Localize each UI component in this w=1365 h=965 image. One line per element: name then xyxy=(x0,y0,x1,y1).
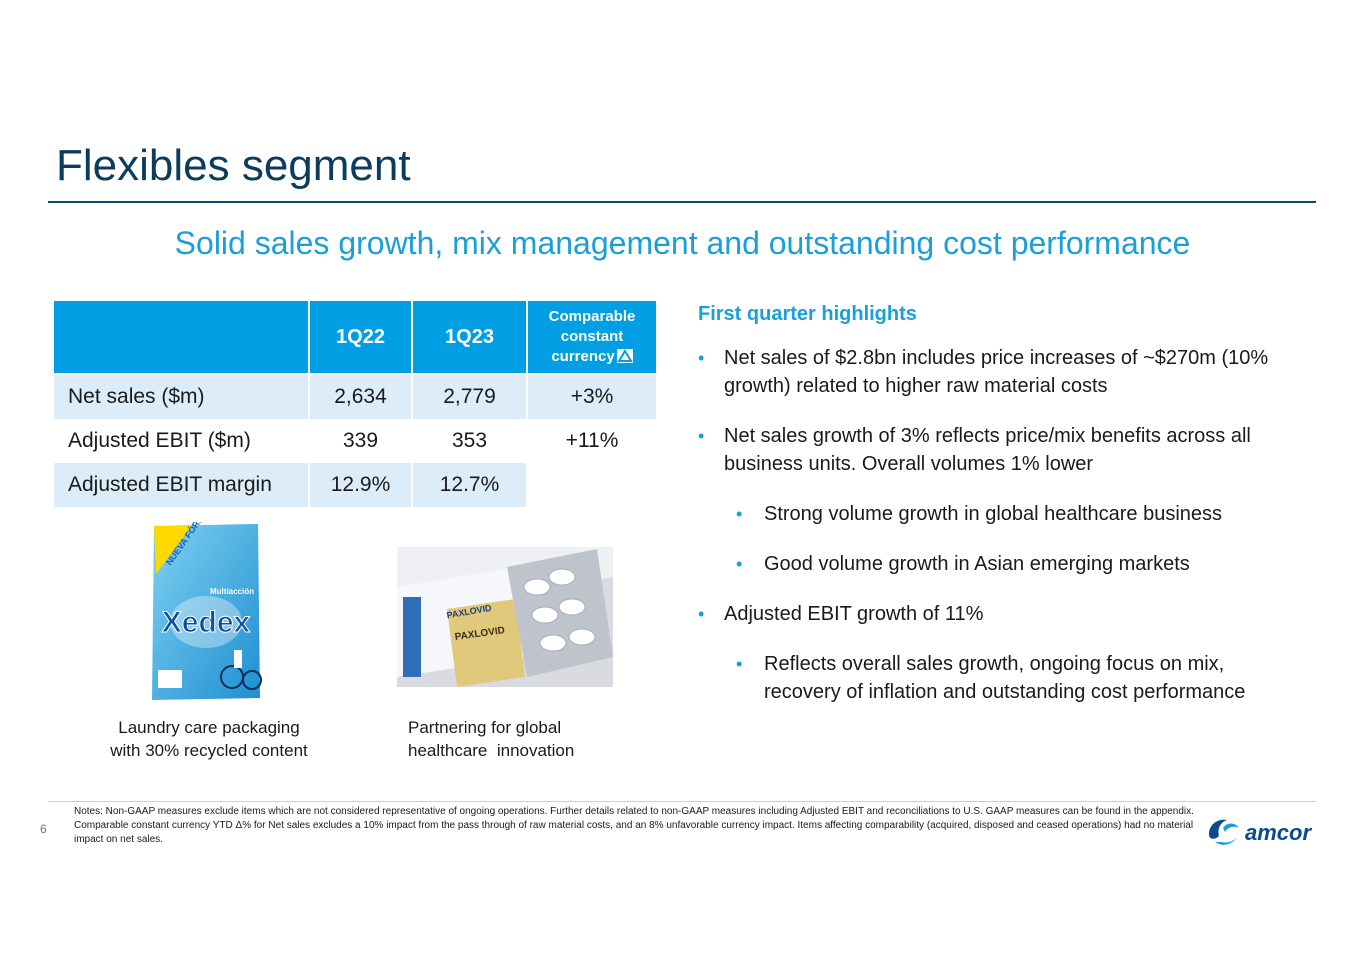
page-number: 6 xyxy=(40,822,47,836)
bullet-text: Reflects overall sales growth, ongoing f… xyxy=(764,653,1246,703)
highlights-panel: First quarter highlights • Net sales of $… xyxy=(698,303,1318,728)
footnotes: Notes: Non-GAAP measures exclude items w… xyxy=(74,806,1194,845)
table-row: Net sales ($m) 2,634 2,779 +3% xyxy=(54,375,656,419)
healthcare-caption-line-1: Partnering for global xyxy=(408,718,562,737)
table-header-ccc: Comparable constant currency xyxy=(528,301,656,373)
table-header-1q23: 1Q23 xyxy=(413,301,526,373)
page-title: Flexibles segment xyxy=(56,141,411,190)
row-1q23: 2,779 xyxy=(413,375,526,419)
ccc-line-3-text: currency xyxy=(551,348,615,365)
highlights-heading: First quarter highlights xyxy=(698,303,917,325)
bullet-dot: • xyxy=(736,554,743,574)
bullet-dot: • xyxy=(698,604,705,624)
bullet-text: Net sales of $2.8bn includes price incre… xyxy=(724,347,1269,397)
bullet-dot: • xyxy=(698,426,705,446)
sub-bullet-item: • Good volume growth in Asian emerging ma… xyxy=(698,550,1318,578)
bullet-item: • Adjusted EBIT growth of 11% xyxy=(698,600,1318,628)
row-label: Net sales ($m) xyxy=(54,375,308,419)
row-label: Adjusted EBIT ($m) xyxy=(68,429,251,452)
row-1q23: 353 xyxy=(451,429,488,452)
bullet-dot: • xyxy=(736,504,743,524)
row-label: Adjusted EBIT margin xyxy=(54,463,308,507)
row-ccc-empty xyxy=(528,463,656,507)
title-divider xyxy=(48,201,1316,203)
bullet-text: Adjusted EBIT growth of 11% xyxy=(724,603,984,625)
laundry-package-image: NUEVA FÓRMULA Multiacción Xedex xyxy=(152,522,262,700)
table-header-1q22: 1Q22 xyxy=(310,301,411,373)
sub-bullet-item: • Strong volume growth in global healthca… xyxy=(698,500,1318,528)
ccc-line-3: currency xyxy=(528,347,656,367)
healthcare-product-image: PAXLOVID PAXLOVID xyxy=(397,547,613,687)
amcor-logo: amcor xyxy=(1209,819,1312,845)
bullet-text: Strong volume growth in global healthcar… xyxy=(764,503,1223,525)
ccc-line-2: constant xyxy=(560,328,624,345)
row-1q22: 2,634 xyxy=(310,375,411,419)
row-1q23: 12.7% xyxy=(413,463,526,507)
bullet-dot: • xyxy=(736,654,743,674)
laundry-tag-text: Multiacción xyxy=(210,587,254,596)
laundry-brand-text: Xedex xyxy=(162,606,251,639)
footer-divider xyxy=(48,801,1316,802)
table-header-row: 1Q22 1Q23 Comparable constant currency xyxy=(54,301,656,373)
table-row: Adjusted EBIT ($m) 339 353 +11% xyxy=(54,419,656,463)
table-row: Adjusted EBIT margin 12.9% 12.7% xyxy=(54,463,656,507)
healthcare-caption: Partnering for global healthcare innovat… xyxy=(408,716,638,762)
page-subtitle: Solid sales growth, mix management and o… xyxy=(174,225,1191,261)
row-ccc: +3% xyxy=(528,375,656,419)
bullet-item: • Net sales of $2.8bn includes price incr… xyxy=(698,344,1318,400)
bullet-item: • Net sales growth of 3% reflects price/m… xyxy=(698,422,1318,478)
row-ccc: +11% xyxy=(565,429,619,452)
bullet-dot: • xyxy=(698,348,705,368)
bullet-text: Good volume growth in Asian emerging mar… xyxy=(764,553,1190,575)
bullet-text: Net sales growth of 3% reflects price/mi… xyxy=(724,425,1251,475)
healthcare-caption-line-2: healthcare innovation xyxy=(408,741,575,760)
table-header-empty xyxy=(54,301,308,373)
logo-text: amcor xyxy=(1245,820,1312,845)
sub-bullet-item: • Reflects overall sales growth, ongoing … xyxy=(698,650,1318,706)
delta-icon xyxy=(616,349,633,363)
row-1q22: 12.9% xyxy=(310,463,411,507)
row-1q22: 339 xyxy=(342,429,379,452)
ccc-line-1: Comparable xyxy=(548,308,636,325)
metrics-table: 1Q22 1Q23 Comparable constant currency N… xyxy=(52,301,658,507)
laundry-caption: Laundry care packaging with 30% recycled… xyxy=(110,718,308,760)
